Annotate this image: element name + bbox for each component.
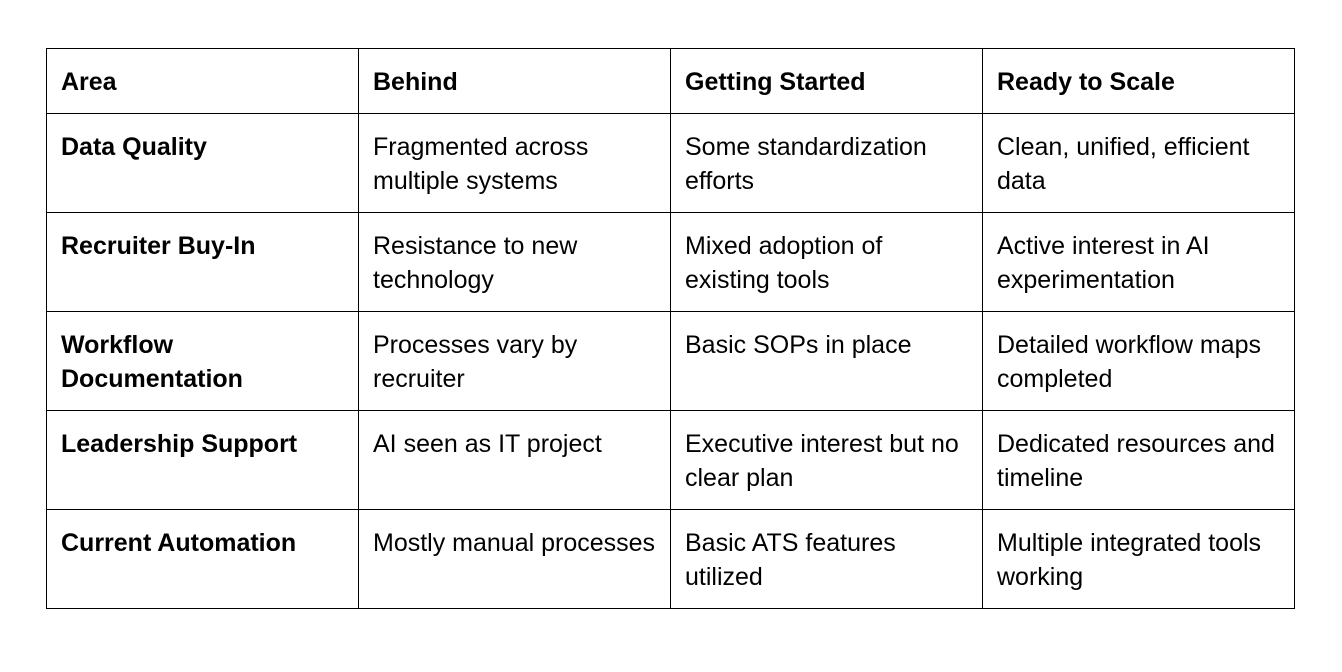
- getting-started-cell: Some standardization efforts: [670, 113, 983, 213]
- getting-started-cell: Mixed adoption of existing tools: [670, 212, 983, 312]
- area-cell: Data Quality: [46, 113, 359, 213]
- area-cell: Recruiter Buy-In: [46, 212, 359, 312]
- behind-cell: Mostly manual processes: [358, 509, 671, 609]
- table-row: Data Quality Fragmented across multiple …: [46, 113, 1295, 213]
- header-getting-started: Getting Started: [670, 48, 983, 114]
- getting-started-cell: Executive interest but no clear plan: [670, 410, 983, 510]
- behind-cell: Fragmented across multiple systems: [358, 113, 671, 213]
- readiness-table: Area Behind Getting Started Ready to Sca…: [46, 48, 1295, 609]
- ready-to-scale-cell: Clean, unified, efficient data: [982, 113, 1295, 213]
- behind-cell: Processes vary by recruiter: [358, 311, 671, 411]
- area-cell: Leadership Support: [46, 410, 359, 510]
- table-row: Workflow Documentation Processes vary by…: [46, 311, 1295, 411]
- header-behind: Behind: [358, 48, 671, 114]
- ready-to-scale-cell: Multiple integrated tools working: [982, 509, 1295, 609]
- area-cell: Workflow Documentation: [46, 311, 359, 411]
- table-row: Leadership Support AI seen as IT project…: [46, 410, 1295, 510]
- header-row: Area Behind Getting Started Ready to Sca…: [46, 48, 1295, 114]
- ready-to-scale-cell: Dedicated resources and timeline: [982, 410, 1295, 510]
- ready-to-scale-cell: Detailed workflow maps completed: [982, 311, 1295, 411]
- header-ready-to-scale: Ready to Scale: [982, 48, 1295, 114]
- behind-cell: Resistance to new technology: [358, 212, 671, 312]
- table-row: Current Automation Mostly manual process…: [46, 509, 1295, 609]
- behind-cell: AI seen as IT project: [358, 410, 671, 510]
- table-row: Recruiter Buy-In Resistance to new techn…: [46, 212, 1295, 312]
- getting-started-cell: Basic ATS features utilized: [670, 509, 983, 609]
- area-cell: Current Automation: [46, 509, 359, 609]
- ready-to-scale-cell: Active interest in AI experimentation: [982, 212, 1295, 312]
- getting-started-cell: Basic SOPs in place: [670, 311, 983, 411]
- header-area: Area: [46, 48, 359, 114]
